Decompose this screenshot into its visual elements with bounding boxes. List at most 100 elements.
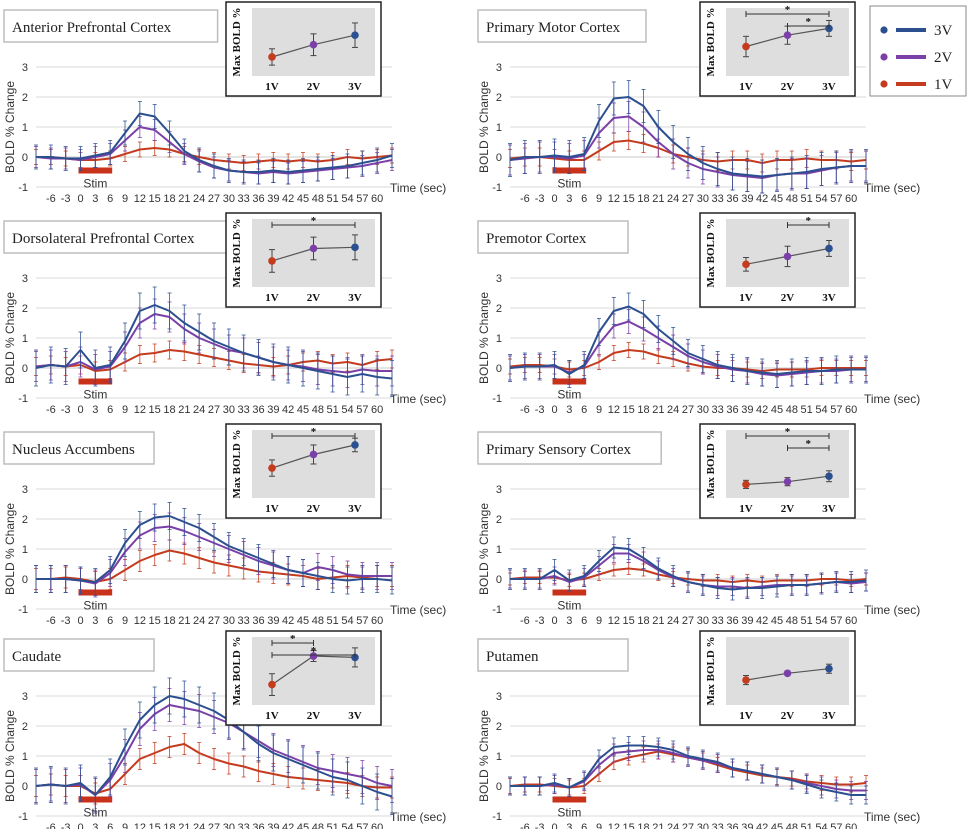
x-tick-label: 0 xyxy=(551,193,557,205)
inset-y-label: Max BOLD % xyxy=(231,7,243,76)
x-tick-label: 54 xyxy=(341,404,353,416)
inset-x-label: 3V xyxy=(822,292,836,304)
x-tick-label: 24 xyxy=(193,822,205,829)
x-tick-label: -6 xyxy=(520,193,530,205)
y-tick-label: -1 xyxy=(492,604,502,616)
inset-x-label: 2V xyxy=(307,503,321,515)
x-tick-label: 42 xyxy=(756,822,768,829)
x-axis-label: Time (sec) xyxy=(864,392,920,406)
series-3V xyxy=(34,502,394,596)
x-tick-label: -6 xyxy=(520,404,530,416)
x-tick-label: 60 xyxy=(371,404,383,416)
x-tick-label: -3 xyxy=(535,193,545,205)
x-tick-label: 18 xyxy=(637,822,649,829)
series-3V xyxy=(508,80,868,194)
x-tick-label: 6 xyxy=(581,404,587,416)
y-tick-label: 2 xyxy=(496,303,502,315)
x-tick-label: 21 xyxy=(652,193,664,205)
title-text: Premotor Cortex xyxy=(486,231,587,247)
inset-y-label: Max BOLD % xyxy=(231,429,243,498)
stim-bar xyxy=(552,796,587,803)
x-tick-label: 6 xyxy=(581,615,587,627)
stim-label: Stim xyxy=(83,177,107,191)
x-tick-label: 3 xyxy=(92,193,98,205)
inset-x-label: 2V xyxy=(307,81,321,93)
y-tick-label: 0 xyxy=(496,781,502,793)
y-axis-label: BOLD % Change xyxy=(477,503,491,595)
x-tick-label: 27 xyxy=(682,822,694,829)
x-tick-label: 36 xyxy=(252,404,264,416)
x-tick-label: 0 xyxy=(551,615,557,627)
x-tick-label: 42 xyxy=(756,193,768,205)
x-tick-label: 0 xyxy=(551,404,557,416)
x-tick-label: 45 xyxy=(297,404,309,416)
x-tick-label: 51 xyxy=(327,193,339,205)
title-text: Primary Sensory Cortex xyxy=(486,442,631,458)
x-tick-label: 57 xyxy=(356,822,368,829)
title-box xyxy=(477,9,647,43)
x-tick-label: 15 xyxy=(149,404,161,416)
series-line-3V xyxy=(510,546,867,591)
panel-title: Dorsolateral Prefrontal Cortex xyxy=(3,220,249,254)
stim-label: Stim xyxy=(557,599,581,613)
x-tick-label: -3 xyxy=(535,615,545,627)
title-text: Caudate xyxy=(12,649,61,665)
x-tick-label: -6 xyxy=(46,822,56,829)
x-tick-label: 18 xyxy=(163,193,175,205)
x-tick-label: 30 xyxy=(223,822,235,829)
y-axis-label: BOLD % Change xyxy=(477,710,491,802)
x-tick-label: 36 xyxy=(252,822,264,829)
x-tick-label: 45 xyxy=(771,404,783,416)
title-box xyxy=(3,431,155,465)
inset-x-label: 2V xyxy=(307,292,321,304)
inset-x-label: 1V xyxy=(739,710,753,722)
x-tick-label: 3 xyxy=(566,404,572,416)
title-box xyxy=(477,431,662,465)
x-tick-label: 33 xyxy=(238,822,250,829)
x-tick-label: 27 xyxy=(682,404,694,416)
x-tick-label: 15 xyxy=(623,404,635,416)
inset-point-3V xyxy=(825,244,833,253)
x-tick-label: 9 xyxy=(122,822,128,829)
x-tick-label: 27 xyxy=(682,615,694,627)
y-tick-label: 0 xyxy=(496,574,502,586)
y-tick-label: 0 xyxy=(22,363,28,375)
inset-x-label: 1V xyxy=(265,292,279,304)
panel-title: Caudate xyxy=(3,638,155,672)
x-tick-label: 30 xyxy=(223,404,235,416)
y-tick-label: 3 xyxy=(22,691,28,703)
inset-x-label: 3V xyxy=(348,710,362,722)
x-tick-label: 9 xyxy=(596,193,602,205)
x-tick-label: 6 xyxy=(107,193,113,205)
x-tick-label: 33 xyxy=(712,193,724,205)
x-tick-label: 48 xyxy=(312,615,324,627)
x-tick-label: 21 xyxy=(652,615,664,627)
x-tick-label: 60 xyxy=(845,193,857,205)
x-axis-label: Time (sec) xyxy=(390,392,446,406)
series-line-3V xyxy=(509,305,866,375)
y-tick-label: 1 xyxy=(22,122,28,134)
legend-dot-2V xyxy=(880,53,888,61)
inset: Max BOLD % 1V 2V 3V * xyxy=(225,212,382,308)
y-tick-label: 0 xyxy=(496,152,502,164)
x-tick-label: 24 xyxy=(193,615,205,627)
inset-x-label: 2V xyxy=(781,710,795,722)
y-tick-label: 1 xyxy=(496,544,502,556)
inset-point-1V xyxy=(268,53,276,61)
y-tick-label: 2 xyxy=(22,721,28,733)
legend-label-1V: 1V xyxy=(934,77,953,93)
x-tick-label: 27 xyxy=(208,615,220,627)
inset-x-label: 1V xyxy=(265,81,279,93)
x-tick-label: 12 xyxy=(134,404,146,416)
stim-label: Stim xyxy=(557,388,581,402)
y-tick-label: 3 xyxy=(22,484,28,496)
x-tick-label: 54 xyxy=(815,193,827,205)
x-tick-label: -3 xyxy=(61,822,71,829)
x-tick-label: 3 xyxy=(92,615,98,627)
x-tick-label: 0 xyxy=(77,615,83,627)
inset-y-label: Max BOLD % xyxy=(231,636,243,705)
x-tick-label: 12 xyxy=(608,615,620,627)
